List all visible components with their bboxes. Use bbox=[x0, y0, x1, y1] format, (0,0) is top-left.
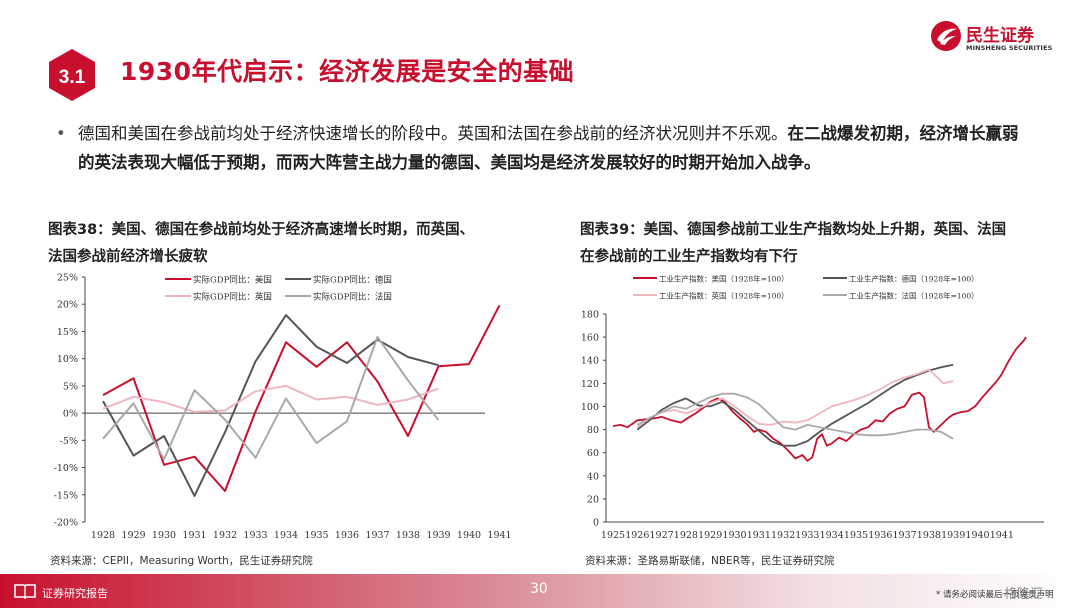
series-line bbox=[636, 368, 954, 428]
y-tick-label: 0 bbox=[593, 518, 599, 529]
x-tick-label: 1938 bbox=[917, 530, 941, 541]
y-tick-label: 100 bbox=[581, 402, 599, 413]
x-tick-label: 1933 bbox=[243, 530, 267, 541]
brand-logo: 民生证券 MINSHENG SECURITIES bbox=[930, 20, 1053, 56]
y-tick-label: 15% bbox=[57, 327, 78, 338]
chart-right-source: 资料来源：圣路易斯联储，NBER等，民生证券研究院 bbox=[585, 555, 835, 567]
y-tick-label: 180 bbox=[581, 310, 599, 321]
x-tick-label: 1932 bbox=[213, 530, 237, 541]
logo-mark-icon bbox=[931, 21, 961, 51]
x-tick-label: 1929 bbox=[121, 530, 145, 541]
x-tick-label: 1934 bbox=[274, 530, 298, 541]
series-line bbox=[612, 336, 1027, 462]
y-tick-label: 5% bbox=[63, 381, 78, 392]
x-tick-label: 1932 bbox=[771, 530, 795, 541]
x-tick-label: 1935 bbox=[304, 530, 328, 541]
chart-left-source: 资料来源：CEPII，Measuring Worth，民生证券研究院 bbox=[50, 555, 313, 567]
industrial-production-chart: 0 20 40 60 80 100 120 140 160 180 1925 1926 1927 1928… bbox=[581, 274, 1044, 541]
footer-bar: 证券研究报告 30 * 请务必阅读最后一页免责声明 格隆汇 bbox=[0, 574, 1080, 608]
chart-right-title: 图表39：美国、德国参战前工业生产指数均处上升期，英国、法国 在参战前的工业生产… bbox=[580, 222, 1007, 265]
legend-label: 工业生产指数：德国（1928年=100） bbox=[849, 274, 979, 284]
y-tick-label: 25% bbox=[57, 273, 78, 284]
y-tick-label: -10% bbox=[54, 463, 78, 474]
series-line bbox=[636, 392, 954, 440]
x-tick-label: 1940 bbox=[457, 530, 481, 541]
gdp-growth-chart: 25% 20% 15% 10% 5% 0% -5% -10% -15% -20% 1928 1929 1… bbox=[54, 273, 510, 542]
x-tick-label: 1938 bbox=[396, 530, 420, 541]
disclaimer-note: * 请务必阅读最后一页免责声明 bbox=[936, 590, 1054, 600]
legend-label: 实际GDP同比：法国 bbox=[313, 292, 392, 303]
x-tick-label: 1940 bbox=[965, 530, 989, 541]
y-tick-label: 140 bbox=[581, 356, 599, 367]
x-tick-label: 1931 bbox=[747, 530, 771, 541]
legend-label: 工业生产指数：美国（1928年=100） bbox=[659, 274, 789, 284]
bullet-dot-icon: • bbox=[56, 124, 66, 143]
x-tick-label: 1930 bbox=[722, 530, 746, 541]
y-tick-label: -15% bbox=[54, 490, 78, 501]
x-tick-label: 1925 bbox=[601, 530, 625, 541]
logo-text-cn: 民生证券 bbox=[966, 26, 1034, 46]
y-tick-label: -20% bbox=[54, 518, 78, 529]
x-tick-label: 1941 bbox=[990, 530, 1014, 541]
footer-label: 证券研究报告 bbox=[42, 587, 108, 600]
x-tick-label: 1929 bbox=[698, 530, 722, 541]
x-tick-label: 1930 bbox=[152, 530, 176, 541]
series-line bbox=[102, 304, 501, 492]
y-tick-label: 20 bbox=[587, 494, 599, 505]
legend-label: 工业生产指数：英国（1928年=100） bbox=[659, 291, 789, 301]
y-tick-label: 20% bbox=[57, 300, 78, 311]
x-tick-label: 1926 bbox=[625, 530, 649, 541]
series-line bbox=[636, 363, 954, 447]
series-line bbox=[102, 384, 439, 413]
page-number: 30 bbox=[530, 581, 548, 597]
bullet-normal-text: 德国和美国在参战前均处于经济快速增长的阶段中。英国和法国在参战前的经济状况则并不… bbox=[78, 124, 788, 143]
legend-label: 实际GDP同比：德国 bbox=[313, 275, 392, 286]
legend-label: 工业生产指数：法国（1928年=100） bbox=[849, 291, 979, 301]
watermark: 格隆汇 bbox=[1004, 587, 1044, 602]
y-tick-label: 10% bbox=[57, 354, 78, 365]
y-tick-label: 120 bbox=[581, 379, 599, 390]
x-tick-label: 1936 bbox=[868, 530, 892, 541]
x-tick-label: 1939 bbox=[941, 530, 965, 541]
section-number: 3.1 bbox=[59, 67, 86, 88]
x-tick-label: 1936 bbox=[335, 530, 359, 541]
x-tick-label: 1941 bbox=[487, 530, 510, 541]
legend-label: 实际GDP同比：美国 bbox=[193, 275, 272, 286]
x-tick-label: 1935 bbox=[844, 530, 868, 541]
logo-text-en: MINSHENG SECURITIES bbox=[966, 44, 1053, 52]
page-title: 1930年代启示：经济发展是安全的基础 bbox=[120, 57, 575, 86]
y-tick-label: 160 bbox=[581, 333, 599, 344]
x-tick-label: 1934 bbox=[820, 530, 844, 541]
x-tick-label: 1933 bbox=[795, 530, 819, 541]
x-tick-label: 1931 bbox=[182, 530, 206, 541]
book-icon bbox=[14, 584, 36, 599]
x-tick-label: 1937 bbox=[893, 530, 917, 541]
y-tick-label: 60 bbox=[587, 448, 599, 459]
section-badge: 3.1 bbox=[49, 49, 95, 101]
chart-left-title: 图表38：美国、德国在参战前均处于经济高速增长时期，而英国、 法国参战前经济增长… bbox=[48, 222, 475, 265]
series-line bbox=[102, 314, 439, 497]
legend-label: 实际GDP同比：英国 bbox=[193, 292, 272, 303]
x-tick-label: 1937 bbox=[365, 530, 389, 541]
x-tick-label: 1928 bbox=[674, 530, 698, 541]
y-tick-label: 80 bbox=[587, 425, 599, 436]
summary-bullet: • 德国和美国在参战前均处于经济快速增长的阶段中。英国和法国在参战前的经济状况则… bbox=[56, 119, 1028, 177]
series-line bbox=[102, 335, 440, 461]
x-tick-label: 1927 bbox=[650, 530, 674, 541]
y-tick-label: -5% bbox=[60, 436, 78, 447]
y-tick-label: 40 bbox=[587, 471, 599, 482]
x-tick-label: 1939 bbox=[426, 530, 450, 541]
x-tick-label: 1928 bbox=[91, 530, 115, 541]
y-tick-label: 0% bbox=[63, 409, 78, 420]
bullet-bold-text: 在二战爆发初期，经济增长羸弱的英法表现大幅低于预期，而两大阵营主战力量的德国、美… bbox=[78, 124, 1019, 172]
